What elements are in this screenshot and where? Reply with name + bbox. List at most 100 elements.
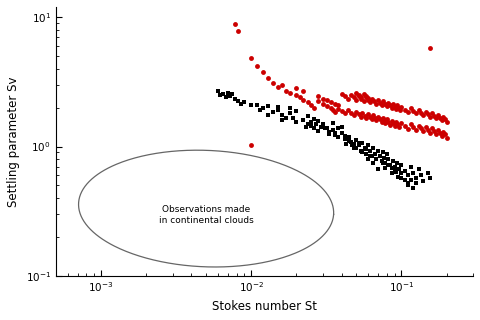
Point: [321, 126, 329, 131]
Point: [443, 119, 450, 124]
Point: [434, 127, 442, 132]
Point: [325, 132, 333, 137]
Point: [394, 122, 401, 127]
Point: [379, 160, 386, 165]
Point: [426, 114, 434, 119]
Point: [331, 133, 338, 138]
Point: [388, 118, 396, 124]
Point: [329, 108, 337, 113]
Point: [389, 101, 397, 107]
Point: [278, 82, 286, 87]
Point: [323, 104, 331, 109]
Point: [237, 101, 244, 106]
Point: [404, 183, 411, 188]
Point: [364, 143, 372, 148]
Point: [360, 92, 367, 97]
Point: [347, 140, 355, 145]
Point: [359, 150, 366, 155]
Point: [384, 163, 392, 168]
Point: [312, 122, 320, 127]
Point: [335, 126, 342, 131]
Y-axis label: Settling parameter Sv: Settling parameter Sv: [7, 76, 20, 207]
Point: [369, 96, 376, 101]
Point: [310, 126, 317, 131]
Point: [404, 127, 411, 132]
Point: [355, 94, 362, 99]
Point: [357, 94, 365, 100]
Point: [355, 143, 362, 148]
Point: [439, 114, 447, 119]
Point: [392, 119, 400, 124]
Point: [357, 114, 365, 119]
Point: [434, 113, 442, 118]
Point: [401, 178, 408, 183]
Point: [424, 171, 432, 176]
Point: [415, 123, 422, 128]
Point: [383, 117, 391, 122]
Point: [381, 166, 389, 171]
Point: [374, 98, 382, 103]
Point: [420, 129, 427, 134]
Point: [346, 139, 353, 144]
Point: [376, 154, 384, 159]
Point: [379, 150, 386, 155]
Point: [361, 146, 369, 151]
Point: [386, 122, 394, 127]
Point: [370, 146, 377, 151]
Point: [396, 108, 404, 113]
Point: [269, 109, 277, 115]
Point: [335, 103, 342, 108]
Point: [430, 128, 438, 133]
Point: [372, 151, 379, 156]
Point: [397, 171, 405, 176]
Point: [369, 154, 376, 159]
Point: [357, 96, 365, 101]
Point: [374, 148, 382, 153]
Point: [404, 109, 411, 115]
Point: [384, 119, 392, 124]
Point: [359, 140, 366, 145]
Point: [240, 100, 248, 105]
Point: [349, 141, 357, 146]
Point: [391, 124, 398, 129]
Point: [253, 102, 261, 108]
Point: [376, 117, 384, 122]
Point: [314, 118, 322, 124]
Point: [307, 102, 315, 108]
Point: [417, 173, 425, 178]
Point: [224, 90, 232, 95]
Point: [441, 116, 449, 122]
Point: [352, 90, 360, 95]
Point: [362, 93, 370, 98]
Point: [247, 56, 255, 61]
Point: [383, 104, 391, 109]
Point: [388, 105, 396, 110]
Point: [234, 28, 242, 34]
Point: [325, 129, 333, 134]
Point: [432, 116, 440, 121]
Point: [219, 92, 227, 97]
Point: [352, 138, 360, 143]
Point: [370, 113, 377, 118]
Point: [397, 163, 405, 168]
Point: [426, 131, 434, 136]
Point: [395, 125, 403, 130]
Point: [401, 107, 408, 112]
Point: [432, 132, 440, 137]
Point: [388, 166, 396, 171]
Point: [231, 22, 239, 27]
Point: [355, 140, 362, 145]
Point: [397, 120, 405, 125]
Point: [381, 101, 389, 107]
Point: [343, 141, 350, 146]
Point: [344, 96, 352, 101]
Point: [422, 109, 430, 115]
Point: [394, 103, 401, 108]
Point: [415, 166, 422, 172]
Point: [366, 114, 374, 119]
Point: [378, 119, 385, 124]
Point: [424, 112, 432, 117]
Point: [381, 161, 389, 166]
Point: [428, 126, 436, 131]
Point: [395, 105, 403, 110]
